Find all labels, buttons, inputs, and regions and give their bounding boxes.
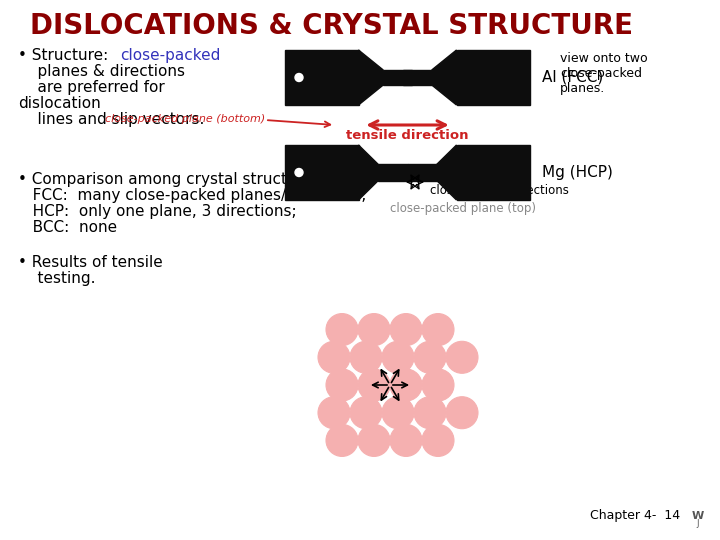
Circle shape <box>390 424 422 456</box>
Circle shape <box>326 314 358 346</box>
Text: close-packed: close-packed <box>120 48 220 63</box>
Polygon shape <box>359 145 378 200</box>
Text: • Results of tensile: • Results of tensile <box>18 255 163 270</box>
Circle shape <box>350 341 382 373</box>
Circle shape <box>358 369 390 401</box>
Circle shape <box>318 341 350 373</box>
Text: are preferred for: are preferred for <box>18 80 165 95</box>
Circle shape <box>446 341 478 373</box>
Text: HCP:  only one plane, 3 directions;: HCP: only one plane, 3 directions; <box>18 204 297 219</box>
Circle shape <box>382 397 414 429</box>
Text: close-packed plane (bottom): close-packed plane (bottom) <box>105 114 265 124</box>
Text: dislocation: dislocation <box>18 96 101 111</box>
Bar <box>285 145 359 200</box>
Bar <box>456 50 530 105</box>
Circle shape <box>390 369 422 401</box>
Polygon shape <box>432 50 456 105</box>
Bar <box>378 164 408 181</box>
Text: • Structure:: • Structure: <box>18 48 118 63</box>
Circle shape <box>318 397 350 429</box>
Circle shape <box>414 341 446 373</box>
Circle shape <box>350 397 382 429</box>
Circle shape <box>422 424 454 456</box>
Text: • Comparison among crystal structures:: • Comparison among crystal structures: <box>18 172 325 187</box>
Circle shape <box>446 397 478 429</box>
Bar <box>383 70 413 85</box>
Circle shape <box>326 424 358 456</box>
Circle shape <box>422 369 454 401</box>
Circle shape <box>295 168 303 177</box>
Text: planes & directions: planes & directions <box>18 64 185 79</box>
Circle shape <box>390 314 422 346</box>
Text: FCC:  many close-packed planes/directions;: FCC: many close-packed planes/directions… <box>18 188 366 203</box>
Bar <box>456 145 530 200</box>
Circle shape <box>326 369 358 401</box>
Bar <box>285 50 359 105</box>
Bar <box>408 164 437 181</box>
Circle shape <box>422 314 454 346</box>
Text: view onto two
close-packed
planes.: view onto two close-packed planes. <box>560 52 647 95</box>
Text: BCC:  none: BCC: none <box>18 220 117 235</box>
Polygon shape <box>437 145 456 200</box>
Text: close-packed plane (top): close-packed plane (top) <box>390 202 536 215</box>
Circle shape <box>295 73 303 82</box>
Text: J: J <box>697 518 699 528</box>
Text: close-packed directions: close-packed directions <box>430 184 569 197</box>
Text: Al (FCC): Al (FCC) <box>542 70 603 85</box>
Text: DISLOCATIONS & CRYSTAL STRUCTURE: DISLOCATIONS & CRYSTAL STRUCTURE <box>30 12 633 40</box>
Circle shape <box>358 424 390 456</box>
Polygon shape <box>359 50 383 105</box>
Text: Chapter 4-  14: Chapter 4- 14 <box>590 509 680 522</box>
Bar <box>402 70 432 85</box>
Text: Mg (HCP): Mg (HCP) <box>542 165 613 180</box>
Text: lines and slip vectors.: lines and slip vectors. <box>18 112 204 127</box>
Circle shape <box>382 341 414 373</box>
Text: testing.: testing. <box>18 271 96 286</box>
Circle shape <box>358 314 390 346</box>
Circle shape <box>414 397 446 429</box>
Text: W: W <box>692 511 704 521</box>
Text: tensile direction: tensile direction <box>346 129 469 142</box>
